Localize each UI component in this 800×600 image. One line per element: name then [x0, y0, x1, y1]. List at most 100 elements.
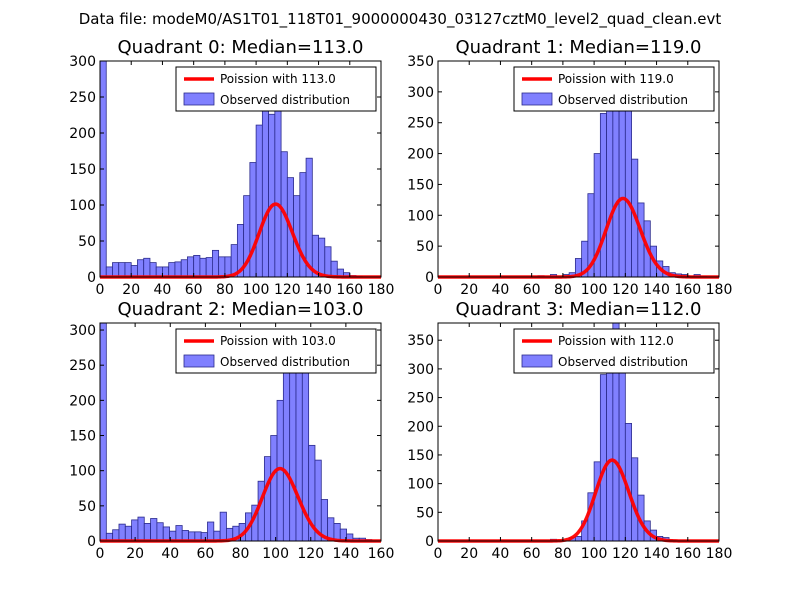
histogram-bar — [268, 113, 276, 278]
histogram-bar — [224, 256, 232, 278]
histogram-bar — [599, 113, 607, 278]
histogram-bar — [118, 262, 126, 278]
y-tick-label: 50 — [78, 499, 96, 515]
legend-line-label: Poission with 119.0 — [558, 72, 674, 86]
y-tick-label: 300 — [69, 323, 96, 339]
y-tick-label: 150 — [407, 448, 434, 464]
x-tick-label: 60 — [523, 546, 541, 562]
histogram-bar — [174, 261, 182, 278]
y-tick-label: 200 — [407, 147, 434, 163]
y-tick-label: 50 — [416, 505, 434, 521]
x-tick-label: 120 — [274, 282, 301, 298]
x-tick-label: 20 — [460, 546, 478, 562]
x-tick-label: 40 — [154, 282, 172, 298]
x-tick-label: 160 — [336, 282, 363, 298]
x-tick-label: 120 — [297, 546, 324, 562]
y-tick-label: 50 — [416, 239, 434, 255]
y-tick-label: 100 — [407, 208, 434, 224]
legend-bar-swatch — [521, 354, 553, 368]
x-tick-label: 140 — [643, 546, 670, 562]
histogram-bar — [118, 523, 126, 542]
y-tick-label: 150 — [407, 177, 434, 193]
axes-frame — [437, 322, 720, 542]
x-tick-label: 20 — [126, 546, 144, 562]
y-tick-label: 250 — [69, 358, 96, 374]
y-tick-label: 100 — [69, 198, 96, 214]
histogram-bar — [219, 511, 227, 542]
x-tick-label: 100 — [262, 546, 289, 562]
y-tick-label: 0 — [425, 534, 434, 550]
legend-line-label: Poission with 113.0 — [220, 72, 336, 86]
legend-box — [513, 328, 715, 374]
x-tick-label: 0 — [434, 282, 443, 298]
histogram-bar — [137, 516, 145, 542]
legend-bar-swatch — [521, 92, 553, 106]
y-tick-label: 100 — [407, 477, 434, 493]
histogram-bar — [187, 256, 195, 278]
x-tick-label: 180 — [368, 282, 395, 298]
legend-bar-swatch — [183, 354, 215, 368]
y-tick-label: 50 — [78, 234, 96, 250]
x-tick-label: 40 — [492, 546, 510, 562]
y-tick-label: 0 — [87, 270, 96, 286]
y-tick-label: 0 — [425, 270, 434, 286]
x-tick-label: 0 — [96, 282, 105, 298]
panel-title: Quadrant 0: Median=113.0 — [118, 37, 364, 58]
y-tick-label: 300 — [69, 54, 96, 70]
histogram-bar — [330, 260, 338, 278]
x-tick-label: 160 — [674, 546, 701, 562]
y-tick-label: 100 — [69, 464, 96, 480]
y-tick-label: 150 — [69, 162, 96, 178]
histogram-bar — [143, 257, 151, 278]
x-tick-label: 180 — [706, 282, 733, 298]
x-tick-label: 180 — [706, 546, 733, 562]
legend-bar-label: Observed distribution — [220, 355, 350, 369]
panel-title: Quadrant 3: Median=112.0 — [456, 299, 702, 320]
y-tick-label: 300 — [407, 85, 434, 101]
figure-suptitle: Data file: modeM0/AS1T01_118T01_90000004… — [79, 10, 722, 29]
legend-bar-swatch — [183, 92, 215, 106]
histogram-bar — [295, 350, 303, 542]
x-tick-label: 0 — [96, 546, 105, 562]
histogram-bar — [143, 523, 151, 542]
histogram-bar — [99, 322, 107, 542]
histogram-bar — [599, 374, 607, 542]
legend-bar-label: Observed distribution — [558, 355, 688, 369]
y-tick-label: 350 — [407, 333, 434, 349]
axes-frame — [437, 60, 720, 278]
histogram-bar — [207, 521, 215, 542]
y-tick-label: 200 — [69, 126, 96, 142]
x-tick-label: 80 — [554, 282, 572, 298]
x-tick-label: 0 — [434, 546, 443, 562]
y-tick-label: 200 — [407, 419, 434, 435]
x-tick-label: 100 — [581, 546, 608, 562]
x-tick-label: 100 — [581, 282, 608, 298]
quadrant-0-panel: Quadrant 0: Median=113.0 0 20 40 60 80 100 120… — [69, 37, 394, 298]
x-tick-label: 120 — [612, 546, 639, 562]
histogram-bar — [612, 91, 620, 278]
histogram-bar — [175, 525, 183, 542]
x-tick-label: 60 — [523, 282, 541, 298]
x-tick-label: 140 — [333, 546, 360, 562]
x-tick-label: 160 — [674, 282, 701, 298]
quadrant-3-panel: Quadrant 3: Median=112.0 0 20 40 60 80 100 120… — [407, 299, 732, 562]
histogram-bar — [149, 262, 157, 278]
histogram-bar — [274, 91, 282, 278]
histogram-bar — [618, 97, 626, 278]
x-tick-label: 60 — [185, 282, 203, 298]
histogram-bar — [205, 257, 213, 278]
histogram-bar — [282, 343, 291, 542]
x-tick-label: 140 — [643, 282, 670, 298]
y-tick-label: 150 — [69, 429, 96, 445]
x-tick-label: 120 — [612, 282, 639, 298]
x-tick-label: 60 — [196, 546, 214, 562]
histogram-bar — [112, 262, 120, 278]
histogram-bar — [156, 522, 164, 542]
histogram-bar — [137, 259, 145, 278]
histogram-bar — [218, 256, 226, 278]
histogram-bar — [199, 257, 207, 278]
histogram-bar — [211, 249, 220, 278]
histogram-bar — [305, 157, 313, 278]
y-tick-label: 250 — [407, 116, 434, 132]
